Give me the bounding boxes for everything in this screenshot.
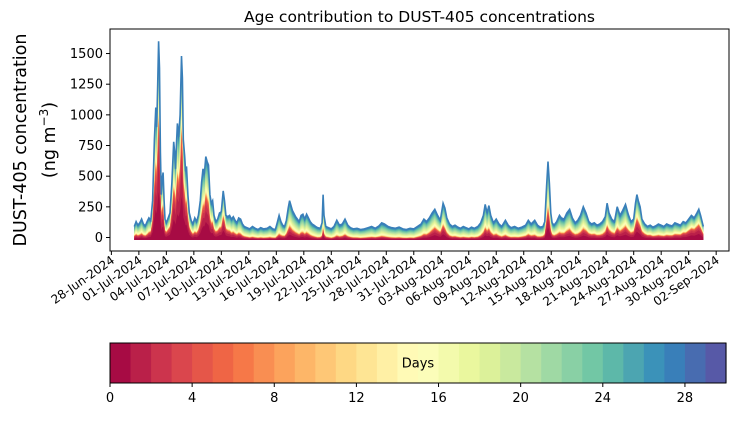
y-tick-label: 1500 xyxy=(70,47,103,62)
colorbar-cell xyxy=(356,343,378,383)
concentration-stack xyxy=(133,41,705,241)
colorbar-cell xyxy=(335,343,357,383)
colorbar-cell xyxy=(274,343,296,383)
colorbar-tick-label: 20 xyxy=(512,391,529,406)
colorbar-tick-label: 12 xyxy=(348,391,365,406)
colorbar-cell xyxy=(664,343,686,383)
colorbar-outline xyxy=(109,342,727,384)
colorbar-cell xyxy=(500,343,522,383)
colorbar-cell xyxy=(151,343,173,383)
colorbar-cell xyxy=(602,343,624,383)
colorbar-tick-label: 4 xyxy=(188,391,196,406)
colorbar-cell xyxy=(520,343,542,383)
colorbar-cell xyxy=(479,343,501,383)
colorbar-cell xyxy=(171,343,193,383)
colorbar-cell xyxy=(376,343,399,383)
colorbar-cell xyxy=(643,343,665,383)
colorbar-cell xyxy=(459,343,481,383)
colorbar-tick-label: 24 xyxy=(595,391,612,406)
colorbar-cell xyxy=(582,343,604,383)
colorbar-cell xyxy=(541,343,563,383)
axes-frame xyxy=(109,28,730,252)
colorbar-tick-label: 28 xyxy=(677,391,694,406)
y-tick-label: 1000 xyxy=(70,108,103,123)
x-axis: 28-Jun-202401-Jul-202404-Jul-202407-Jul-… xyxy=(49,251,722,309)
y-tick-label: 250 xyxy=(78,200,103,215)
colorbar-cell xyxy=(623,343,645,383)
total-envelope-line xyxy=(133,41,705,231)
colorbar-cell xyxy=(684,343,707,383)
colorbar-tick-label: 16 xyxy=(430,391,447,406)
colorbar-cell xyxy=(438,343,460,383)
chart-title: Age contribution to DUST-405 concentrati… xyxy=(244,8,595,26)
colorbar-tick-label: 8 xyxy=(270,391,278,406)
y-tick-label: 500 xyxy=(78,170,103,185)
colorbar-cell xyxy=(212,343,234,383)
colorbar-cell xyxy=(192,343,214,383)
colorbar-cell xyxy=(294,343,316,383)
y-axis: 0 250 500 750 1000 1250 1500 xyxy=(70,47,110,246)
y-tick-label: 1250 xyxy=(70,78,103,93)
y-tick-label: 0 xyxy=(95,231,103,246)
colorbar-cell xyxy=(110,343,132,383)
colorbar-cell xyxy=(253,343,275,383)
colorbar-cell xyxy=(315,343,337,383)
y-tick-label: 750 xyxy=(78,139,103,154)
colorbar: Days 0 4 8 12 16 20 24 28 xyxy=(106,342,727,406)
colorbar-cell xyxy=(130,343,152,383)
colorbar-label: Days xyxy=(402,357,435,372)
colorbar-cell xyxy=(418,343,440,383)
colorbar-cell xyxy=(397,343,419,383)
colorbar-cell xyxy=(705,343,727,383)
colorbar-cell xyxy=(233,343,255,383)
colorbar-cell xyxy=(561,343,583,383)
colorbar-tick-label: 0 xyxy=(106,391,114,406)
